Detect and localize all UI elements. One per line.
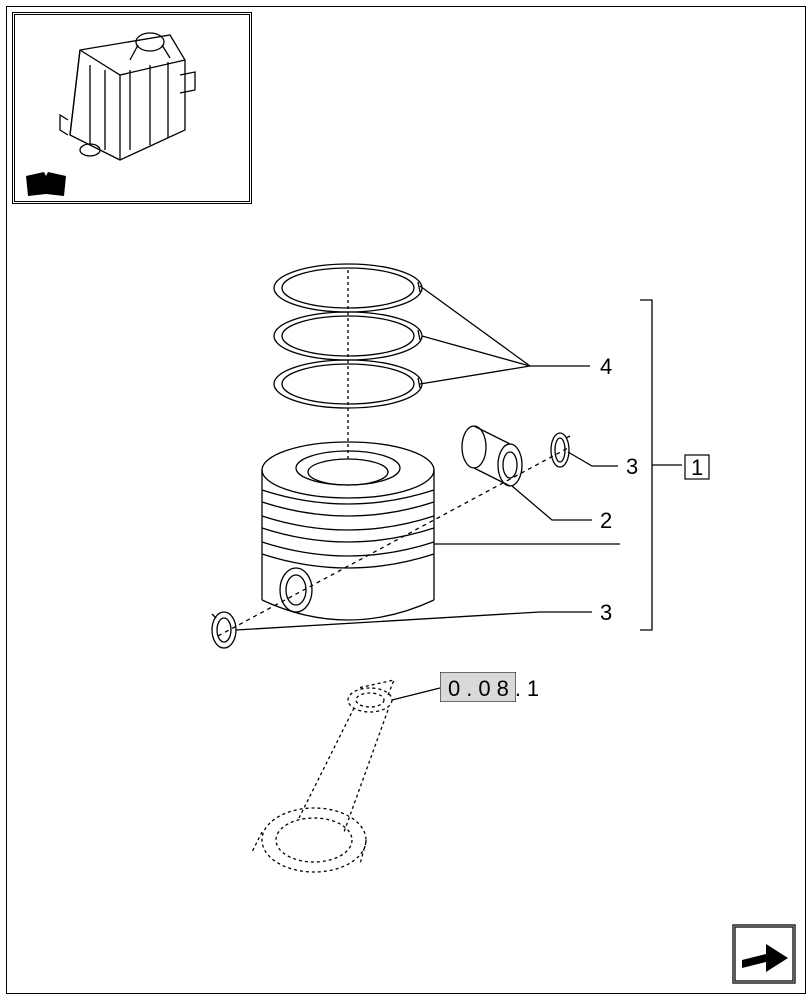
callout-1: 1 (691, 455, 703, 481)
section-ref: 0.08.1 (448, 676, 545, 702)
next-page-icon[interactable] (732, 924, 796, 984)
callout-2: 2 (600, 508, 612, 534)
callout-3-upper: 3 (626, 454, 638, 480)
callout-3-lower: 3 (600, 600, 612, 626)
callout-4: 4 (600, 354, 612, 380)
exploded-diagram (0, 0, 812, 1000)
